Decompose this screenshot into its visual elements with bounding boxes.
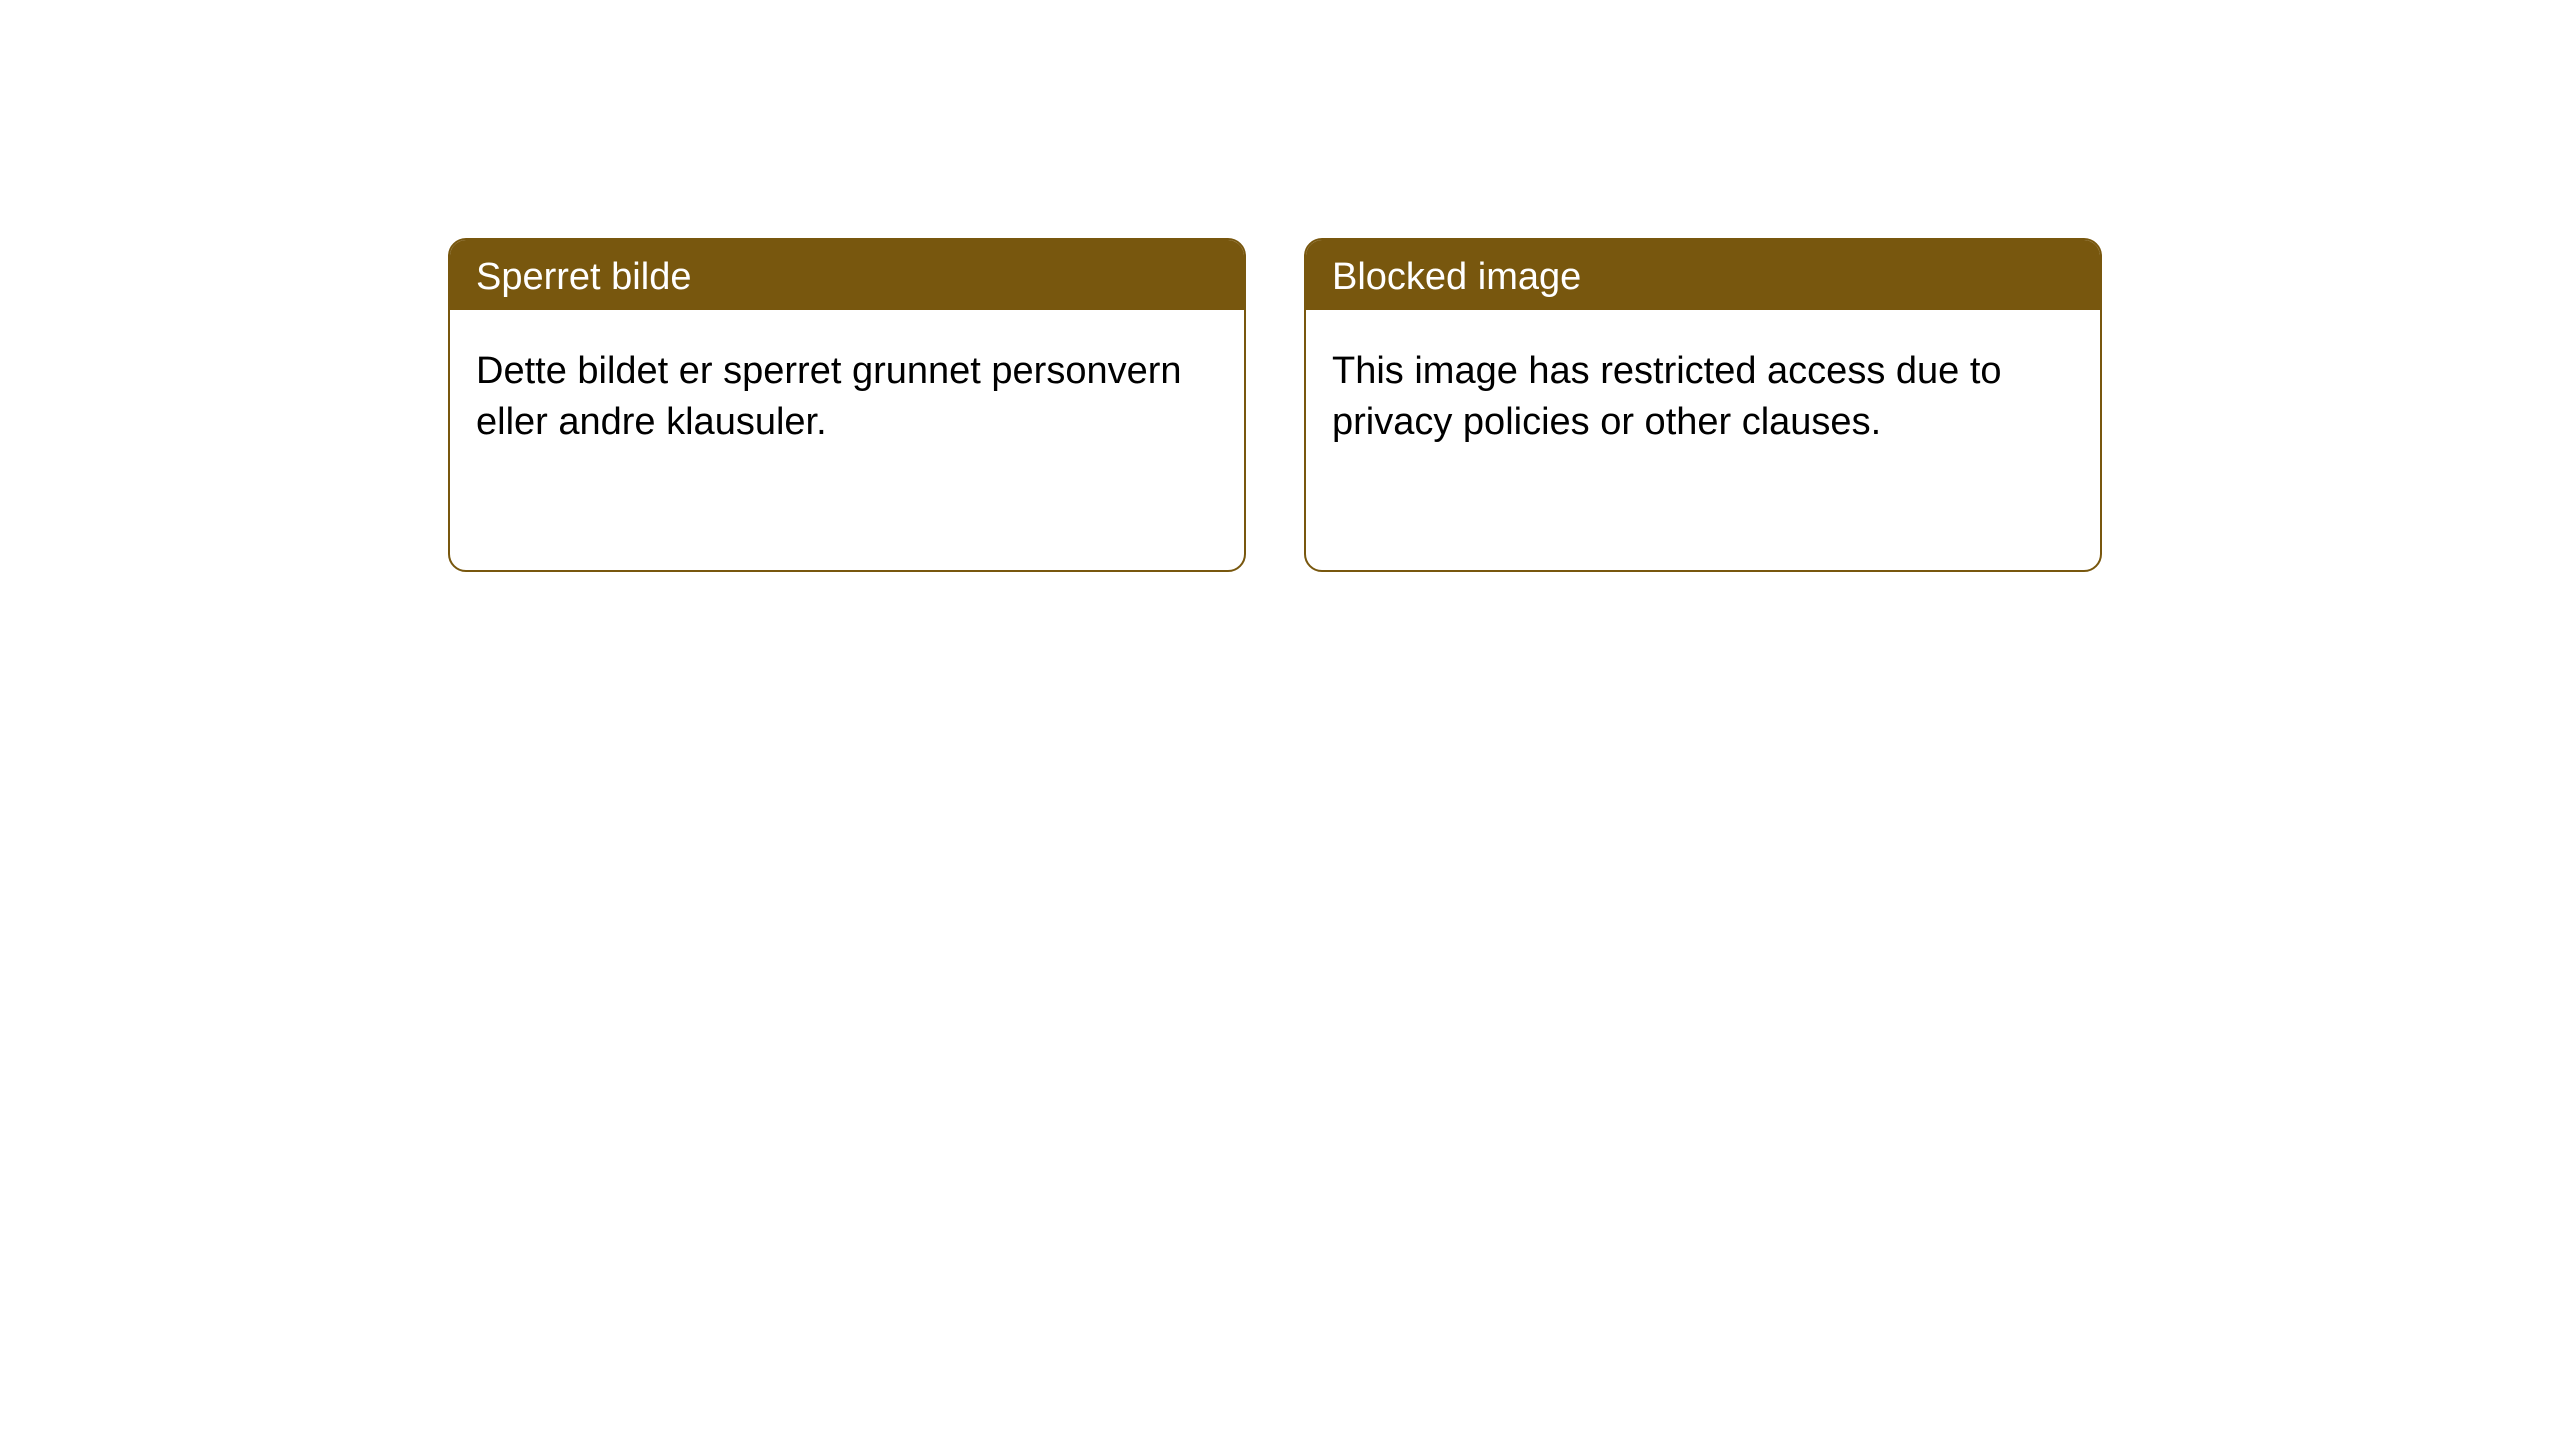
page-root: Sperret bilde Dette bildet er sperret gr…	[0, 0, 2560, 572]
notice-card-en: Blocked image This image has restricted …	[1304, 238, 2102, 572]
notice-card-en-title: Blocked image	[1306, 240, 2100, 310]
notice-card-no: Sperret bilde Dette bildet er sperret gr…	[448, 238, 1246, 572]
notice-card-no-body: Dette bildet er sperret grunnet personve…	[450, 310, 1244, 474]
notice-card-en-body: This image has restricted access due to …	[1306, 310, 2100, 474]
notice-card-no-title: Sperret bilde	[450, 240, 1244, 310]
